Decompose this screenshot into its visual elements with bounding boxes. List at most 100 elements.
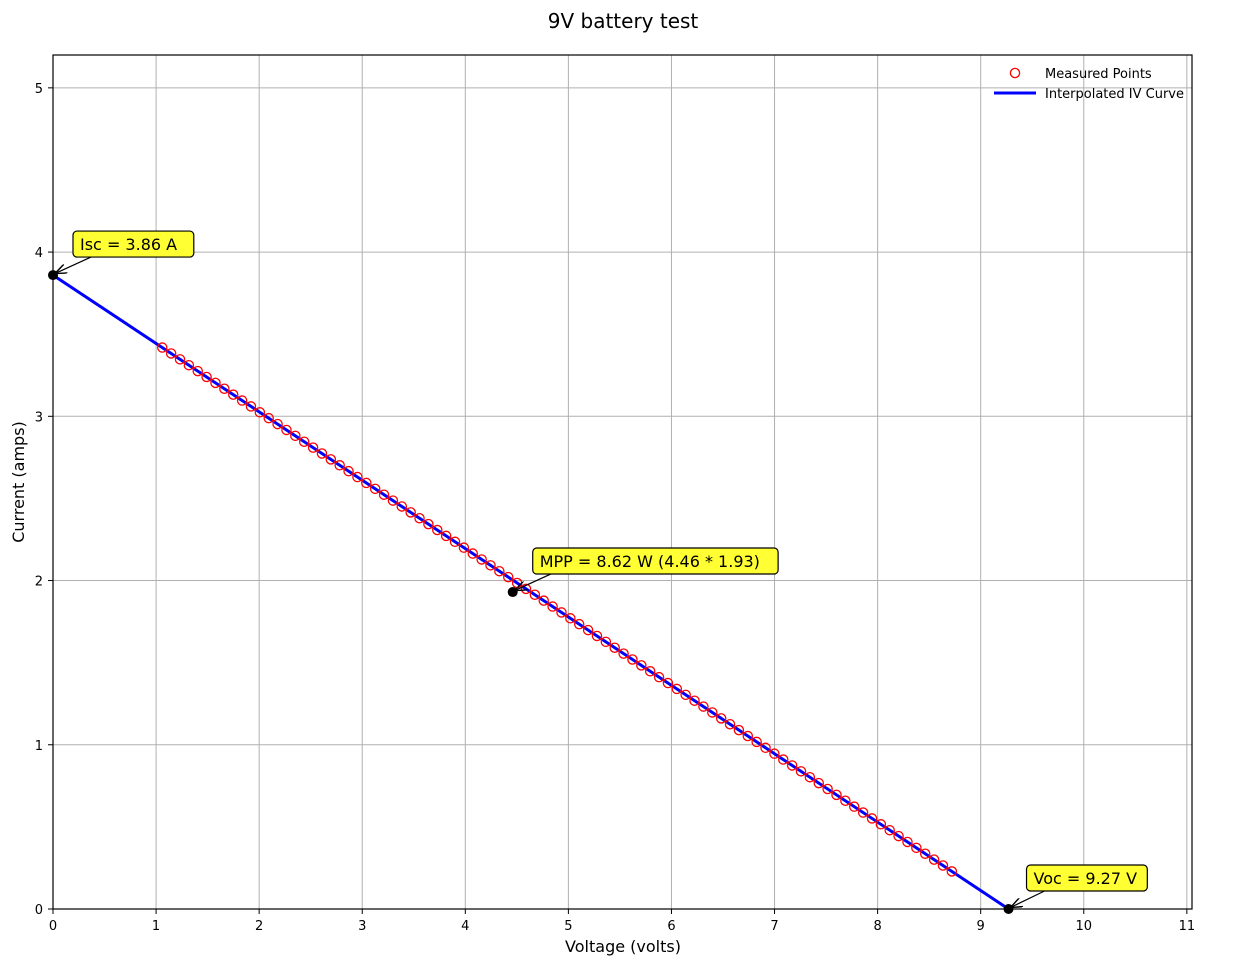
measured-point: [316, 448, 328, 459]
axis-ticks: 0 1 2 3 4 5 6 7 8 9 10 11 0 1 2 3 4 5: [35, 82, 1195, 934]
measured-point: [618, 648, 629, 659]
measured-point: [458, 542, 470, 553]
measured-point: [911, 842, 922, 854]
measured-point: [201, 371, 212, 383]
measured-point: [236, 395, 248, 406]
measured-point: [680, 689, 691, 701]
isc-arrow: [56, 256, 92, 273]
measured-point: [396, 501, 408, 512]
measured-point: [857, 807, 869, 818]
voc-label: Voc = 9.27 V: [1034, 869, 1138, 888]
measured-point: [352, 471, 363, 483]
y-tick-label: 2: [35, 575, 43, 590]
measured-point: [494, 565, 505, 577]
measured-point: [724, 718, 736, 730]
measured-point: [245, 401, 257, 412]
measured-point: [848, 801, 860, 812]
legend-label-measured: Measured Points: [1045, 67, 1152, 82]
measured-point: [529, 589, 541, 601]
measured-point: [298, 436, 310, 447]
x-tick-label: 4: [461, 919, 469, 934]
mpp-point: [507, 587, 518, 598]
isc-label: Isc = 3.86 A: [80, 235, 177, 254]
y-tick-label: 4: [35, 246, 43, 261]
measured-point: [254, 407, 266, 418]
measured-point: [751, 736, 762, 748]
measured-point: [157, 342, 168, 353]
measured-point: [538, 595, 549, 606]
measured-point: [547, 601, 558, 612]
x-tick-label: 9: [977, 919, 985, 934]
measured-point: [263, 412, 274, 424]
legend-marker-measured: [1009, 67, 1021, 79]
mpp-arrow: [516, 573, 551, 590]
measured-point: [290, 430, 301, 442]
measured-point: [627, 654, 638, 665]
x-tick-label: 5: [564, 919, 572, 934]
measured-point: [476, 554, 487, 565]
markers-layer: [157, 342, 958, 877]
chart-title: 9V battery test: [548, 9, 699, 33]
x-tick-label: 6: [667, 919, 675, 934]
measured-point: [467, 548, 479, 559]
measured-point: [875, 819, 887, 830]
mpp-label-box: [532, 547, 779, 575]
measured-point: [565, 613, 576, 624]
y-tick-label: 1: [35, 739, 43, 754]
measured-point: [405, 507, 416, 518]
measured-point: [733, 724, 745, 736]
legend: Measured Points Interpolated IV Curve: [994, 67, 1184, 102]
measured-point: [866, 813, 878, 824]
measured-point: [378, 489, 390, 500]
measured-point: [937, 860, 949, 871]
measured-point: [822, 783, 833, 795]
annotations-layer: Isc = 3.86 A MPP = 8.62 W (4.46 * 1.93) Vo…: [48, 230, 1148, 914]
measured-point: [600, 636, 612, 648]
measured-point: [946, 866, 958, 877]
x-tick-label: 8: [873, 919, 881, 934]
measured-point: [760, 742, 771, 754]
measured-point: [919, 848, 931, 859]
measured-point: [671, 683, 683, 695]
measured-point: [281, 424, 292, 436]
measured-point: [902, 836, 913, 848]
isc-label-box: [72, 230, 195, 258]
measured-point: [440, 530, 452, 542]
measured-point: [556, 607, 567, 618]
y-tick-label: 3: [35, 410, 43, 425]
plot-frame: [52, 54, 1193, 910]
x-tick-label: 7: [770, 919, 778, 934]
measured-point: [804, 771, 816, 783]
measured-point: [591, 630, 603, 642]
measured-point: [653, 671, 665, 683]
measured-point: [582, 624, 594, 636]
measured-point: [609, 642, 620, 653]
x-tick-label: 0: [49, 919, 57, 934]
measured-point: [831, 789, 842, 801]
measured-point: [387, 495, 399, 506]
measured-point: [503, 571, 514, 583]
measured-point: [227, 389, 239, 400]
measured-point: [192, 365, 203, 377]
measured-point: [174, 354, 186, 365]
x-axis-title: Voltage (volts): [565, 937, 681, 956]
measured-point: [689, 695, 700, 706]
legend-label-interpolated: Interpolated IV Curve: [1045, 87, 1184, 102]
measured-point: [210, 377, 221, 389]
x-tick-label: 2: [255, 919, 263, 934]
measured-point: [707, 707, 718, 718]
measured-point: [769, 748, 780, 759]
measured-point: [893, 830, 904, 842]
y-tick-label: 0: [35, 903, 43, 918]
measured-point: [778, 754, 789, 765]
measured-point: [786, 760, 798, 771]
measured-point: [165, 348, 177, 359]
measured-point: [307, 442, 319, 453]
measured-point: [644, 666, 656, 677]
measured-point: [361, 477, 372, 489]
measured-point: [414, 512, 425, 524]
measured-point: [449, 536, 461, 548]
x-tick-label: 3: [358, 919, 366, 934]
measured-point: [369, 483, 381, 495]
